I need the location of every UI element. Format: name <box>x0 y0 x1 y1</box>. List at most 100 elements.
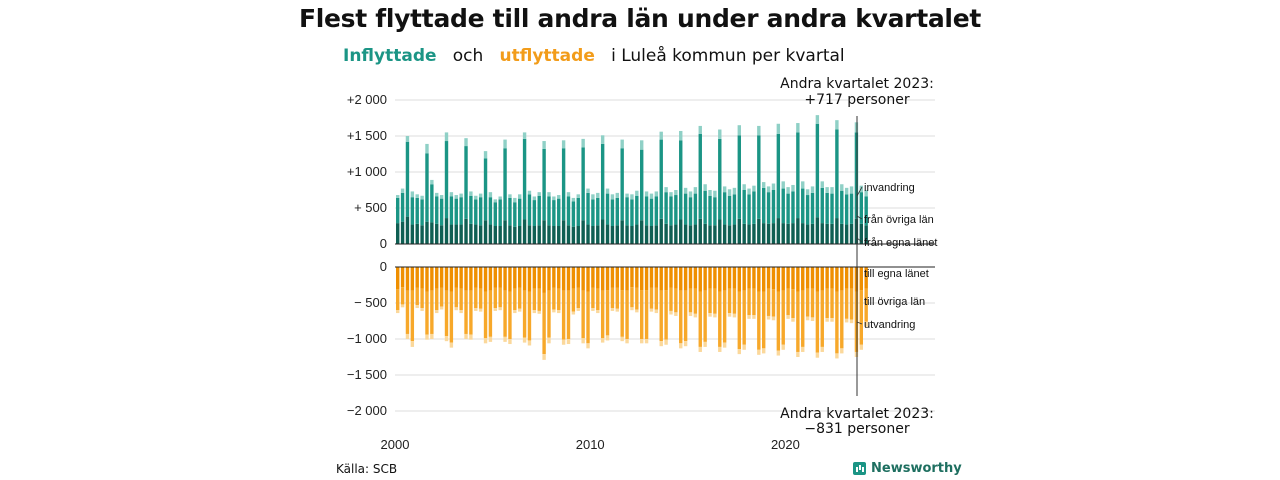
bar-outflow-other-counties <box>854 291 859 352</box>
bar-immigration <box>688 191 693 198</box>
series-label-in-own: från egna länet <box>864 237 937 249</box>
bar-inflow-other-counties <box>469 195 473 224</box>
bar-inflow-own-county <box>615 225 619 244</box>
bar-immigration <box>459 193 463 198</box>
bar-emigration <box>757 349 761 355</box>
bar-immigration <box>722 186 727 193</box>
bar-inflow-other-counties <box>674 195 678 225</box>
bar-emigration <box>747 315 751 319</box>
y-tick-label-bottom: −2 000 <box>347 403 387 418</box>
bar-inflow-other-counties <box>425 153 429 222</box>
bar-inflow-other-counties <box>722 192 727 225</box>
bar-outflow-own-county <box>762 267 766 292</box>
bar-inflow-own-county <box>801 223 805 244</box>
bar-immigration <box>840 184 844 191</box>
bar-outflow-own-county <box>488 267 493 291</box>
bar-outflow-own-county <box>600 267 605 291</box>
bar-immigration <box>396 195 400 198</box>
bar-emigration <box>644 339 649 344</box>
bar-inflow-other-counties <box>698 133 702 219</box>
bar-immigration <box>566 192 571 197</box>
bar-emigration <box>844 318 849 323</box>
bar-outflow-other-counties <box>830 288 834 319</box>
bar-immigration <box>625 193 629 198</box>
bar-emigration <box>830 318 834 322</box>
brand-logo[interactable]: Newsworthy <box>853 461 962 476</box>
bar-immigration <box>469 191 473 196</box>
bar-emigration <box>552 309 556 313</box>
bar-immigration <box>483 151 488 159</box>
bar-outflow-own-county <box>430 267 434 291</box>
bar-inflow-other-counties <box>513 202 517 227</box>
bar-emigration <box>435 310 439 314</box>
bar-outflow-own-county <box>849 267 854 289</box>
bar-outflow-own-county <box>649 267 654 288</box>
bar-immigration <box>532 196 537 201</box>
bar-inflow-own-county <box>640 220 644 244</box>
bar-emigration <box>674 312 678 316</box>
bar-outflow-own-county <box>405 267 410 291</box>
bar-inflow-other-counties <box>664 192 668 224</box>
series-label-leader <box>856 215 863 220</box>
bar-inflow-own-county <box>557 226 561 244</box>
bar-outflow-own-county <box>610 267 615 288</box>
bar-outflow-other-counties <box>571 288 576 312</box>
bar-outflow-other-counties <box>747 288 751 316</box>
bar-immigration <box>849 186 854 194</box>
bar-outflow-other-counties <box>444 290 449 337</box>
bar-outflow-own-county <box>820 267 824 291</box>
bar-inflow-other-counties <box>439 198 444 226</box>
bar-outflow-other-counties <box>474 287 478 309</box>
bar-outflow-own-county <box>727 267 732 289</box>
bar-emigration <box>752 315 756 319</box>
bar-outflow-other-counties <box>815 291 820 353</box>
bar-outflow-own-county <box>459 267 463 289</box>
bar-inflow-own-county <box>786 223 790 244</box>
bar-inflow-own-county <box>698 218 702 244</box>
bar-immigration <box>586 188 590 193</box>
bar-outflow-own-county <box>537 267 541 289</box>
bar-inflow-other-counties <box>766 192 771 224</box>
bar-emigration <box>815 352 820 358</box>
bar-outflow-own-county <box>718 267 722 292</box>
bar-immigration <box>552 196 556 201</box>
bar-inflow-other-counties <box>810 192 815 224</box>
bar-immigration <box>630 194 634 200</box>
bar-inflow-own-county <box>742 223 746 244</box>
bar-outflow-other-counties <box>835 291 839 354</box>
callout-bottom-line2: −831 personer <box>804 421 910 437</box>
bar-inflow-own-county <box>552 226 556 244</box>
bar-inflow-other-counties <box>640 149 644 221</box>
bar-immigration <box>786 187 790 194</box>
bar-immigration <box>864 190 868 197</box>
bar-immigration <box>591 194 595 200</box>
bar-inflow-own-county <box>771 223 776 244</box>
bar-inflow-own-county <box>859 223 863 244</box>
bar-outflow-other-counties <box>503 290 507 337</box>
bar-emigration <box>776 350 781 356</box>
bar-immigration <box>444 132 449 142</box>
bar-immigration <box>410 191 415 198</box>
bar-inflow-own-county <box>693 224 698 244</box>
bar-inflow-other-counties <box>503 148 507 221</box>
bar-outflow-other-counties <box>683 290 688 342</box>
bar-inflow-other-counties <box>444 141 449 219</box>
bar-outflow-other-counties <box>527 291 532 341</box>
bar-immigration <box>830 187 834 194</box>
bar-immigration <box>478 193 483 198</box>
bar-inflow-own-county <box>635 224 639 244</box>
bar-outflow-own-county <box>566 267 571 291</box>
bar-emigration <box>586 343 590 349</box>
bar-outflow-own-county <box>742 267 746 291</box>
bar-inflow-own-county <box>747 224 751 244</box>
bar-emigration <box>781 344 785 350</box>
bar-outflow-own-county <box>483 267 488 292</box>
bar-emigration <box>801 346 805 352</box>
bar-immigration <box>527 190 532 195</box>
bar-outflow-other-counties <box>610 287 615 309</box>
bar-immigration <box>752 185 756 192</box>
bar-emigration <box>400 304 405 308</box>
bar-outflow-other-counties <box>620 290 624 337</box>
bar-inflow-own-county <box>513 226 517 244</box>
bar-outflow-other-counties <box>518 287 522 309</box>
